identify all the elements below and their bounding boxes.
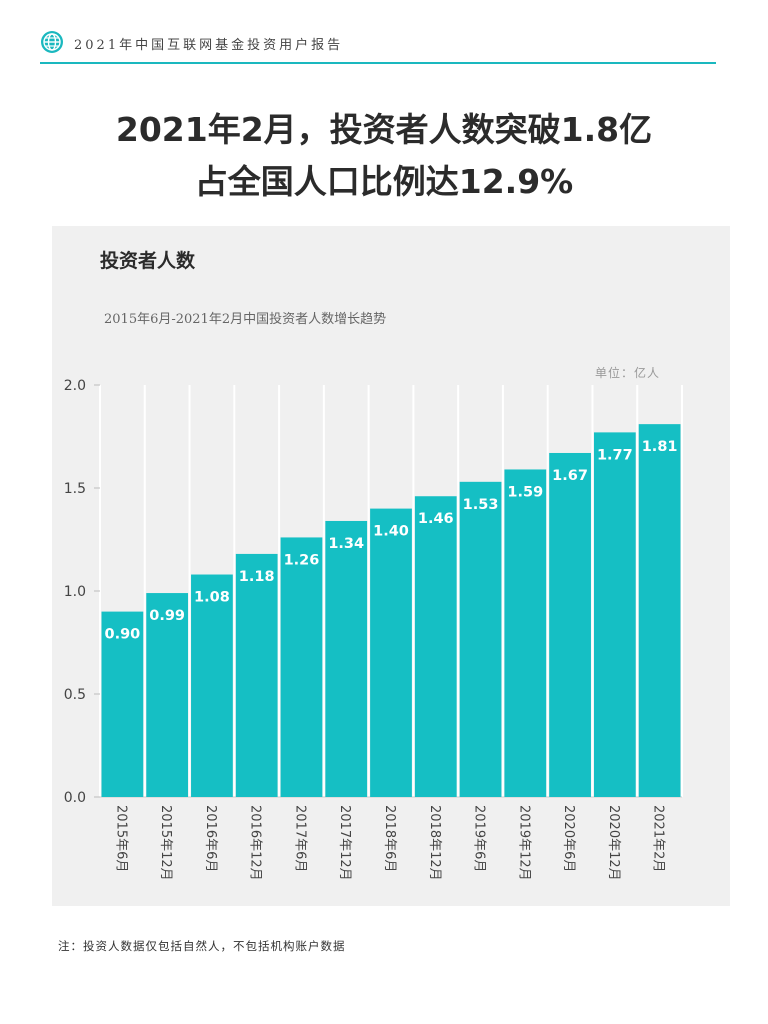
x-tick-label: 2017年6月	[292, 805, 307, 872]
data-label: 1.67	[552, 468, 588, 484]
x-tick-label: 2015年6月	[113, 805, 128, 872]
chart-panel: 投资者人数 2015年6月-2021年2月中国投资者人数增长趋势 单位：亿人 0…	[52, 226, 730, 906]
y-tick-label: 1.5	[64, 481, 86, 497]
bar	[593, 432, 636, 797]
data-label: 1.59	[507, 484, 543, 500]
data-label: 1.53	[463, 497, 499, 513]
data-label: 1.77	[597, 447, 633, 463]
bar	[146, 593, 189, 797]
x-tick-label: 2019年6月	[472, 805, 487, 872]
data-label: 1.34	[328, 536, 364, 552]
x-tick-label: 2021年2月	[651, 805, 666, 872]
y-tick-label: 0.0	[64, 790, 86, 806]
x-tick-label: 2020年12月	[606, 805, 621, 881]
bar	[504, 469, 547, 797]
report-title: 2021年中国互联网基金投资用户报告	[74, 38, 344, 53]
headline-line-2: 占全国人口比例达12.9%	[194, 162, 574, 201]
bar	[549, 452, 591, 797]
unit-label: 单位：亿人	[594, 366, 660, 380]
headline-line-1: 2021年2月，投资者人数突破1.8亿	[115, 110, 653, 149]
data-label: 1.40	[373, 524, 409, 540]
x-tick-label: 2017年12月	[337, 805, 352, 881]
panel-title: 投资者人数	[100, 250, 196, 272]
bar	[638, 424, 681, 797]
footnote: 注：投资人数据仅包括自然人，不包括机构账户数据	[58, 939, 346, 953]
bar	[280, 537, 323, 797]
bar	[414, 496, 457, 797]
y-tick-label: 0.5	[64, 687, 86, 703]
y-tick-label: 1.0	[64, 584, 86, 600]
x-tick-label: 2016年12月	[248, 805, 263, 881]
bar	[370, 508, 412, 797]
bar-chart: 0.0 0.5 1.0 1.5 2.0 0.90 2015年6月 0.99 2015年12月 1.…	[64, 378, 683, 881]
bar	[101, 611, 144, 797]
x-tick-label: 2018年6月	[382, 805, 397, 872]
data-label: 1.81	[642, 439, 678, 455]
data-label: 1.18	[239, 569, 275, 585]
data-label: 1.08	[194, 590, 230, 606]
data-label: 0.99	[149, 608, 185, 624]
data-label: 1.26	[284, 552, 320, 568]
x-tick-label: 2015年12月	[158, 805, 173, 881]
report-header: 2021年中国互联网基金投资用户报告	[40, 28, 716, 62]
x-tick-label: 2020年6月	[561, 805, 576, 872]
headline: 2021年2月，投资者人数突破1.8亿 占全国人口比例达12.9%	[0, 104, 768, 208]
y-tick-label: 2.0	[64, 378, 86, 394]
data-label: 0.90	[104, 627, 140, 643]
bar	[235, 553, 278, 797]
bar	[325, 520, 368, 797]
x-tick-label: 2018年12月	[427, 805, 442, 881]
x-tick-label: 2019年12月	[516, 805, 531, 881]
data-label: 1.46	[418, 511, 454, 527]
x-tick-label: 2016年6月	[203, 805, 218, 872]
header-divider	[40, 62, 716, 64]
globe-icon	[41, 31, 63, 53]
bar	[191, 574, 233, 797]
chart-title: 2015年6月-2021年2月中国投资者人数增长趋势	[104, 312, 387, 327]
bar	[459, 481, 502, 797]
